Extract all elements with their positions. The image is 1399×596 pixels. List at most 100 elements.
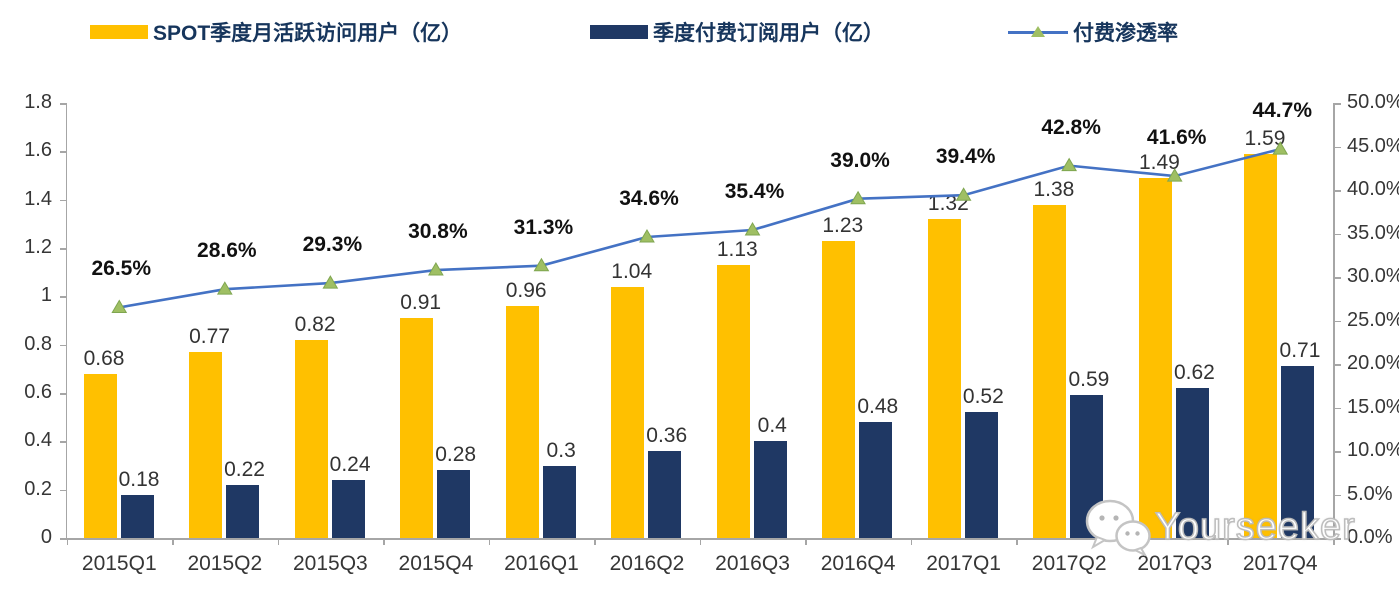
left-axis-tick-label: 1.6	[24, 139, 52, 162]
right-axis-tick	[1334, 494, 1341, 496]
right-axis-tick	[1334, 407, 1341, 409]
x-axis-tick	[699, 538, 702, 545]
mau-value-label-2015Q4: 0.91	[400, 291, 442, 315]
bar-mau-2017Q2	[1033, 204, 1067, 538]
subscribers-value-label-2016Q4: 0.48	[857, 395, 899, 418]
bar-subscribers-2017Q4	[1281, 366, 1315, 538]
bar-subscribers-2016Q4	[859, 422, 893, 538]
penetration-label-2017Q2: 42.8%	[1041, 115, 1101, 139]
right-axis-tick-label: 35.0%	[1347, 221, 1399, 244]
bar-subscribers-2015Q4	[437, 470, 471, 538]
bar-subscribers-2015Q1	[120, 494, 154, 538]
bar-subscribers-2015Q2	[226, 484, 260, 538]
right-axis-tick	[1334, 146, 1341, 148]
left-axis-tick-label: 0.8	[24, 332, 52, 355]
x-axis-label-2017Q3: 2017Q3	[1137, 552, 1213, 575]
penetration-marker-2015Q4	[428, 262, 444, 276]
penetration-marker-2015Q3	[322, 275, 339, 289]
legend-item-subscribers: 季度付费订阅用户（亿）	[590, 17, 884, 47]
x-axis-tick	[594, 538, 596, 545]
penetration-label-2015Q4: 30.8%	[408, 220, 468, 244]
right-axis-tick-label: 40.0%	[1347, 178, 1399, 200]
left-axis-tick-label: 1.2	[24, 236, 52, 258]
left-axis-tick	[59, 344, 67, 347]
right-axis-tick-label: 0.0%	[1347, 526, 1393, 548]
x-axis-tick	[172, 538, 174, 545]
bar-mau-2017Q4	[1244, 153, 1278, 538]
bar-subscribers-2016Q2	[648, 451, 682, 538]
watermark-text: Yourseeker	[1154, 505, 1356, 549]
x-axis-tick	[1333, 538, 1335, 545]
bar-mau-2015Q4	[400, 318, 434, 538]
right-axis-tick-label: 5.0%	[1347, 482, 1393, 505]
subscribers-legend-swatch	[590, 25, 648, 39]
left-axis-tick	[59, 538, 67, 540]
left-axis-tick-label: 0.4	[24, 429, 52, 452]
penetration-marker-2016Q4	[850, 190, 866, 205]
left-axis-tick-label: 1.4	[24, 187, 52, 210]
x-axis-tick	[1016, 538, 1018, 545]
bar-subscribers-2016Q1	[542, 465, 576, 538]
left-axis-tick	[59, 151, 67, 153]
x-axis-label-2015Q3: 2015Q3	[292, 552, 368, 575]
bar-mau-2015Q1	[83, 373, 117, 538]
bar-mau-2016Q3	[716, 264, 750, 538]
right-axis-line	[1333, 103, 1335, 538]
penetration-marker-2016Q1	[533, 257, 550, 272]
penetration-legend-label: 付费渗透率	[1073, 22, 1178, 45]
left-axis-tick-label: 1.8	[24, 91, 52, 113]
x-axis-label-2015Q2: 2015Q2	[187, 552, 263, 575]
subscribers-value-label-2017Q2: 0.59	[1068, 368, 1110, 392]
x-axis-label-2015Q4: 2015Q4	[398, 552, 474, 575]
penetration-label-2017Q1: 39.4%	[935, 145, 996, 169]
mau-value-label-2015Q3: 0.82	[294, 312, 336, 336]
penetration-label-2016Q4: 39.0%	[830, 148, 890, 172]
left-axis-tick	[59, 393, 67, 395]
penetration-marker-2016Q2	[639, 228, 655, 243]
mau-value-label-2015Q2: 0.77	[189, 324, 230, 348]
left-axis-tick-label: 0.6	[24, 381, 52, 403]
legend-item-penetration: 付费渗透率	[1008, 17, 1178, 47]
x-axis-label-2015Q1: 2015Q1	[81, 552, 157, 575]
triangle-marker-icon	[1031, 26, 1045, 37]
bar-mau-2017Q1	[927, 219, 961, 538]
penetration-marker-2016Q3	[744, 222, 761, 236]
mau-legend-label: SPOT季度月活跃访问用户（亿）	[153, 22, 463, 45]
right-axis-tick	[1334, 364, 1341, 366]
right-axis-tick	[1334, 190, 1341, 192]
subscribers-value-label-2017Q3: 0.62	[1173, 361, 1215, 385]
bar-subscribers-2017Q3	[1175, 388, 1209, 538]
subscribers-value-label-2015Q2: 0.22	[224, 457, 265, 481]
x-axis-tick	[66, 538, 68, 545]
mau-value-label-2015Q1: 0.68	[83, 346, 125, 370]
left-axis-tick	[59, 296, 67, 298]
left-axis-tick	[59, 199, 67, 202]
x-axis-label-2016Q3: 2016Q3	[715, 552, 790, 575]
mau-value-label-2016Q4: 1.23	[822, 213, 864, 237]
x-axis-tick	[805, 538, 807, 545]
x-axis-tick	[910, 538, 913, 545]
penetration-marker-2017Q2	[1061, 157, 1078, 172]
bar-mau-2016Q2	[611, 286, 645, 538]
right-axis-tick	[1334, 277, 1341, 279]
subscribers-value-label-2017Q4: 0.71	[1279, 339, 1321, 363]
right-axis-tick	[1334, 320, 1341, 322]
x-axis-label-2017Q2: 2017Q2	[1031, 552, 1107, 575]
bar-mau-2016Q4	[822, 240, 856, 538]
mau-value-label-2016Q2: 1.04	[611, 259, 653, 283]
subscribers-legend-label: 季度付费订阅用户（亿）	[653, 22, 884, 45]
penetration-label-2017Q4: 44.7%	[1252, 99, 1312, 123]
left-axis-tick-label: 0.2	[24, 477, 52, 500]
penetration-label-2017Q3: 41.6%	[1146, 126, 1207, 150]
right-axis-tick-label: 10.0%	[1347, 439, 1399, 461]
x-axis-label-2017Q4: 2017Q4	[1242, 552, 1318, 575]
right-axis-tick	[1334, 451, 1341, 453]
mau-value-label-2016Q3: 1.13	[716, 237, 758, 261]
subscribers-value-label-2016Q2: 0.36	[646, 424, 688, 447]
penetration-label-2015Q3: 29.3%	[302, 233, 363, 257]
subscribers-value-label-2015Q4: 0.28	[435, 443, 477, 467]
x-axis-line	[65, 538, 1338, 540]
mau-legend-swatch	[90, 25, 148, 39]
subscribers-value-label-2017Q1: 0.52	[962, 385, 1004, 409]
right-axis-tick-label: 15.0%	[1347, 395, 1399, 418]
